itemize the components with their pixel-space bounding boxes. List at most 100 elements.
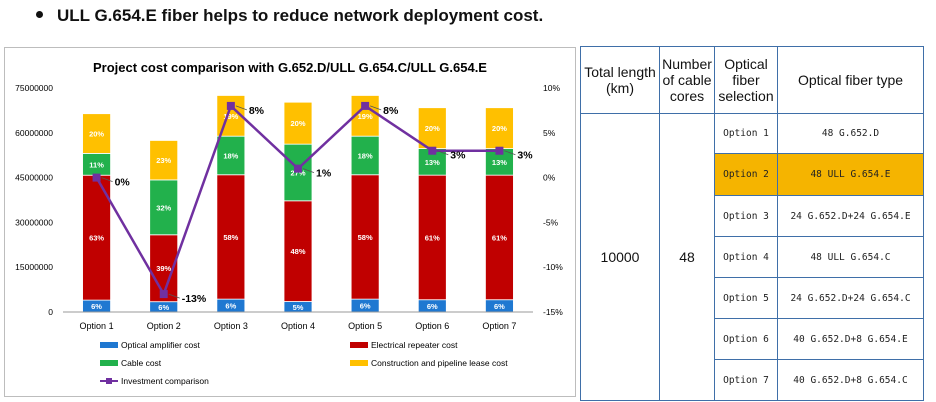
- legend-swatch: [350, 342, 368, 348]
- label-leader: [437, 150, 449, 156]
- data-label: 18%: [223, 151, 238, 160]
- headline: ULL G.654.E fiber helps to reduce networ…: [36, 6, 543, 26]
- data-label: 58%: [358, 233, 373, 242]
- option-cell: Option 1: [714, 113, 778, 154]
- option-cell: Option 7: [714, 359, 778, 401]
- fiber-type-cell: 24 G.652.D+24 G.654.C: [777, 277, 924, 319]
- header-total-length: Total length (km): [580, 46, 660, 114]
- table-row: Option 3 24 G.652.D+24 G.654.E: [581, 195, 924, 237]
- investment-marker: [92, 173, 101, 182]
- fiber-type-cell: 48 ULL G.654.C: [777, 236, 924, 278]
- bar-segment: [350, 135, 380, 176]
- bar-segment: [283, 101, 313, 145]
- table-row: Option 5 24 G.652.D+24 G.654.C: [581, 277, 924, 319]
- label-leader: [168, 293, 180, 299]
- y2-tick-label: 10%: [543, 83, 560, 93]
- table-row: 10000 48 Option 1 48 G.652.D: [580, 113, 924, 401]
- x-tick-label: Option 6: [415, 321, 449, 331]
- chart-title: Project cost comparison with G.652.D/ULL…: [93, 60, 487, 75]
- label-leader: [302, 168, 315, 174]
- data-label: 39%: [156, 264, 171, 273]
- label-leader: [235, 105, 247, 111]
- bar-segment: [216, 135, 246, 176]
- option-cell: Option 6: [714, 318, 778, 360]
- data-label: 61%: [492, 233, 507, 242]
- data-label: 11%: [89, 160, 104, 169]
- x-tick-label: Option 2: [147, 321, 181, 331]
- label-leader: [101, 177, 113, 182]
- y-tick-label: 0: [48, 307, 53, 317]
- legend-swatch: [350, 360, 368, 366]
- line-data-label: 1%: [316, 168, 332, 180]
- x-tick-label: Option 7: [482, 321, 516, 331]
- option-cell: Option 4: [714, 236, 778, 278]
- option-cell: Option 3: [714, 195, 778, 237]
- bar-segment: [417, 174, 447, 301]
- bar-segment: [216, 174, 246, 300]
- bar-segment: [82, 113, 111, 154]
- investment-marker: [226, 101, 235, 110]
- bar-segment: [283, 200, 313, 302]
- line-data-label: 3%: [450, 150, 466, 162]
- data-label: 6%: [91, 302, 102, 311]
- legend-label: Optical amplifier cost: [121, 340, 201, 350]
- fiber-type-cell: 48 ULL G.654.E: [777, 153, 924, 196]
- data-label: 19%: [223, 112, 238, 121]
- line-data-label: 0%: [115, 177, 131, 189]
- line-data-label: 8%: [383, 105, 399, 117]
- data-label: 6%: [494, 302, 505, 311]
- data-label: 32%: [156, 203, 171, 212]
- bar-segment: [485, 148, 514, 176]
- legend-label: Cable cost: [121, 358, 162, 368]
- y-tick-label: 75000000: [15, 83, 53, 93]
- y2-tick-label: -15%: [543, 307, 563, 317]
- table-row-highlighted: Option 2 48 ULL G.654.E: [581, 153, 924, 196]
- fiber-type-cell: 40 G.652.D+8 G.654.C: [777, 359, 924, 401]
- legend-swatch-marker: [106, 378, 112, 384]
- investment-marker: [159, 290, 168, 299]
- table-row: Option 4 48 ULL G.654.C: [581, 236, 924, 278]
- data-label: 20%: [492, 124, 507, 133]
- bar-segment: [417, 107, 447, 149]
- x-tick-label: Option 5: [348, 321, 382, 331]
- header-fiber-type: Optical fiber type: [777, 46, 924, 114]
- y-tick-label: 45000000: [15, 173, 53, 183]
- data-label: 20%: [290, 119, 305, 128]
- data-label: 20%: [89, 130, 104, 139]
- y2-tick-label: -10%: [543, 262, 563, 272]
- y-tick-label: 30000000: [15, 217, 53, 227]
- bar-segment: [149, 179, 179, 236]
- bar-segment: [149, 140, 179, 181]
- fiber-options-table: Total length (km) Number of cable cores …: [580, 46, 924, 401]
- data-label: 48%: [290, 247, 305, 256]
- option-cell: Option 2: [714, 153, 778, 196]
- data-label: 58%: [223, 233, 238, 242]
- x-tick-label: Option 4: [281, 321, 315, 331]
- table-row: Option 7 40 G.652.D+8 G.654.C: [581, 359, 924, 401]
- legend-label: Electrical repeater cost: [371, 340, 458, 350]
- headline-text: ULL G.654.E fiber helps to reduce networ…: [57, 6, 544, 25]
- total-length-cell: 10000: [580, 113, 660, 401]
- cable-cores-cell: 48: [659, 113, 715, 401]
- data-label: 63%: [89, 234, 104, 243]
- data-label: 6%: [158, 303, 169, 312]
- investment-marker: [495, 146, 504, 155]
- data-label: 61%: [425, 233, 440, 242]
- legend-swatch: [100, 360, 118, 366]
- line-data-label: -13%: [182, 293, 207, 305]
- table-header-row: Total length (km) Number of cable cores …: [580, 46, 924, 114]
- option-cell: Option 5: [714, 277, 778, 319]
- data-label: 20%: [425, 124, 440, 133]
- investment-marker: [294, 164, 302, 173]
- legend-swatch: [100, 342, 118, 348]
- investment-marker: [361, 101, 370, 110]
- fiber-type-cell: 48 G.652.D: [777, 113, 924, 154]
- bullet-icon: [36, 11, 43, 19]
- data-label: 5%: [293, 303, 304, 312]
- label-leader: [370, 105, 382, 111]
- data-label: 6%: [360, 302, 371, 311]
- data-label: 27%: [290, 168, 305, 177]
- fiber-type-cell: 24 G.652.D+24 G.654.E: [777, 195, 924, 237]
- header-cable-cores: Number of cable cores: [659, 46, 715, 114]
- y-tick-label: 15000000: [15, 262, 53, 272]
